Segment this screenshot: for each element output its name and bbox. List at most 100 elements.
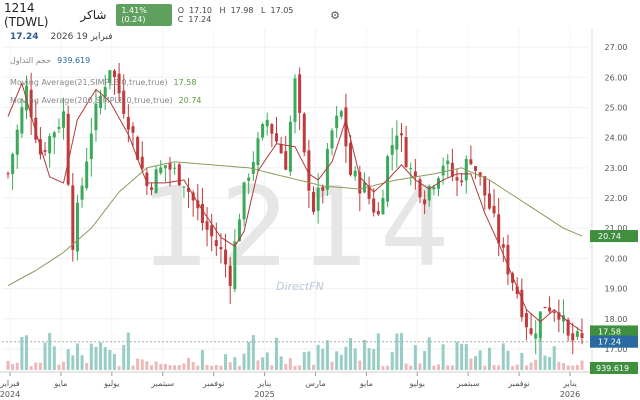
x-tick-label: مارس <box>305 379 325 388</box>
volume-bar <box>210 365 214 370</box>
candle-body <box>353 170 357 177</box>
x-tick-label: سبتمبر <box>456 379 480 388</box>
chart-header: 1214 (TDWL) شاكر 1.41%(0.24) O 17.10 H 17.… <box>0 1 340 29</box>
candle-body <box>437 178 440 189</box>
volume-bar <box>548 356 552 370</box>
candle-body <box>159 167 163 173</box>
y-tick-label: 20.00 <box>605 254 628 263</box>
volume-bar <box>48 333 52 370</box>
price-label-text: 17.24 <box>598 338 621 347</box>
volume-label-text: 939.619 <box>596 364 629 373</box>
right-price-labels: 20.74 17.58 17.24 939.619 <box>590 230 638 374</box>
volume-bar <box>261 357 265 370</box>
volume-bar <box>242 353 246 370</box>
y-tick-label: 25.00 <box>605 103 628 112</box>
candle-body <box>168 163 172 170</box>
candle-body <box>386 156 390 202</box>
candle-body <box>126 117 130 130</box>
volume-legend-label: حجم التداول <box>10 56 52 65</box>
volume-bar <box>483 365 487 370</box>
volume-bar <box>395 333 399 370</box>
watermark-brand: DirectFN <box>276 280 324 293</box>
candle-body <box>455 177 459 181</box>
price-label-bg <box>590 325 638 338</box>
volume-bar <box>112 353 116 370</box>
candle-body <box>552 311 556 313</box>
candle-body <box>511 273 515 283</box>
volume-bar <box>339 354 343 370</box>
volume-bar <box>492 365 496 370</box>
volume-bar <box>150 365 153 370</box>
volume-bar <box>99 342 103 370</box>
candle-body <box>261 124 265 138</box>
candle-body <box>390 145 394 155</box>
volume-bar <box>460 343 464 370</box>
volume-bar <box>274 337 278 370</box>
volume-bar <box>497 365 501 370</box>
close-value: 17.24 <box>188 15 212 24</box>
volume-bar <box>66 349 70 370</box>
candle-body <box>339 111 343 117</box>
candle-body <box>163 165 167 169</box>
volume-bar <box>163 363 167 370</box>
volume-bar <box>131 365 135 370</box>
gear-icon[interactable]: ⚙ <box>330 8 340 22</box>
volume-bar <box>75 343 79 370</box>
candle-body <box>497 214 501 244</box>
volume-bar <box>103 347 107 370</box>
candle-body <box>302 113 306 153</box>
candle-body <box>298 74 302 113</box>
volume-bar <box>312 364 316 370</box>
volume-bar <box>173 365 177 370</box>
candle-body <box>196 200 200 209</box>
volume-bar <box>575 364 579 370</box>
candle-body <box>524 313 528 328</box>
volume-bar <box>432 365 436 370</box>
volume-bar <box>538 338 542 370</box>
x-year-label: 2026 <box>560 390 580 399</box>
ma200-legend-label: Moving Average(200,SIMPLE,0,true,true) <box>10 96 173 105</box>
ma21-legend[interactable]: Moving Average(21,SIMPLE,0,true,true) 17… <box>10 78 196 87</box>
volume-bar <box>464 344 468 370</box>
volume-bar <box>233 357 237 370</box>
volume-legend[interactable]: حجم التداول 939.619 <box>10 56 90 65</box>
candle-body <box>112 70 116 77</box>
candle-body <box>29 89 33 118</box>
candle-body <box>580 333 584 339</box>
candle-body <box>469 159 473 165</box>
price-label-text: 17.58 <box>598 327 621 336</box>
candle-body <box>210 225 214 237</box>
volume-bar <box>168 365 172 370</box>
candle-body <box>316 187 320 211</box>
x-year-label: 2025 <box>254 390 274 399</box>
volume-bar <box>15 362 19 370</box>
volume-bar <box>427 337 431 370</box>
volume-bar <box>386 365 390 370</box>
volume-bar <box>191 362 195 370</box>
volume-bar <box>237 365 241 370</box>
x-tick-label: يناير <box>257 379 272 388</box>
candle-body <box>538 311 542 339</box>
candle-body <box>367 185 371 199</box>
volume-bar <box>353 348 357 370</box>
volume-bar <box>85 363 89 370</box>
x-tick-label: مايو <box>359 379 373 388</box>
volume-bar <box>284 363 288 370</box>
x-tick-label: مايو <box>53 379 67 388</box>
volume-bar <box>413 345 417 370</box>
candle-body <box>501 244 505 248</box>
volume-bar <box>349 338 353 370</box>
candle-body <box>404 137 408 167</box>
volume-bar <box>469 358 473 370</box>
watermark-symbol: 1214 <box>140 163 460 291</box>
ma200-legend[interactable]: Moving Average(200,SIMPLE,0,true,true) 2… <box>10 96 202 105</box>
y-tick-label: 27.00 <box>605 43 628 52</box>
volume-bar <box>288 358 292 370</box>
candle-body <box>293 78 297 122</box>
volume-bar <box>501 343 505 370</box>
candle-body <box>182 186 186 188</box>
candle-body <box>399 133 403 136</box>
candle-body <box>487 193 491 209</box>
candle-body <box>413 171 417 177</box>
